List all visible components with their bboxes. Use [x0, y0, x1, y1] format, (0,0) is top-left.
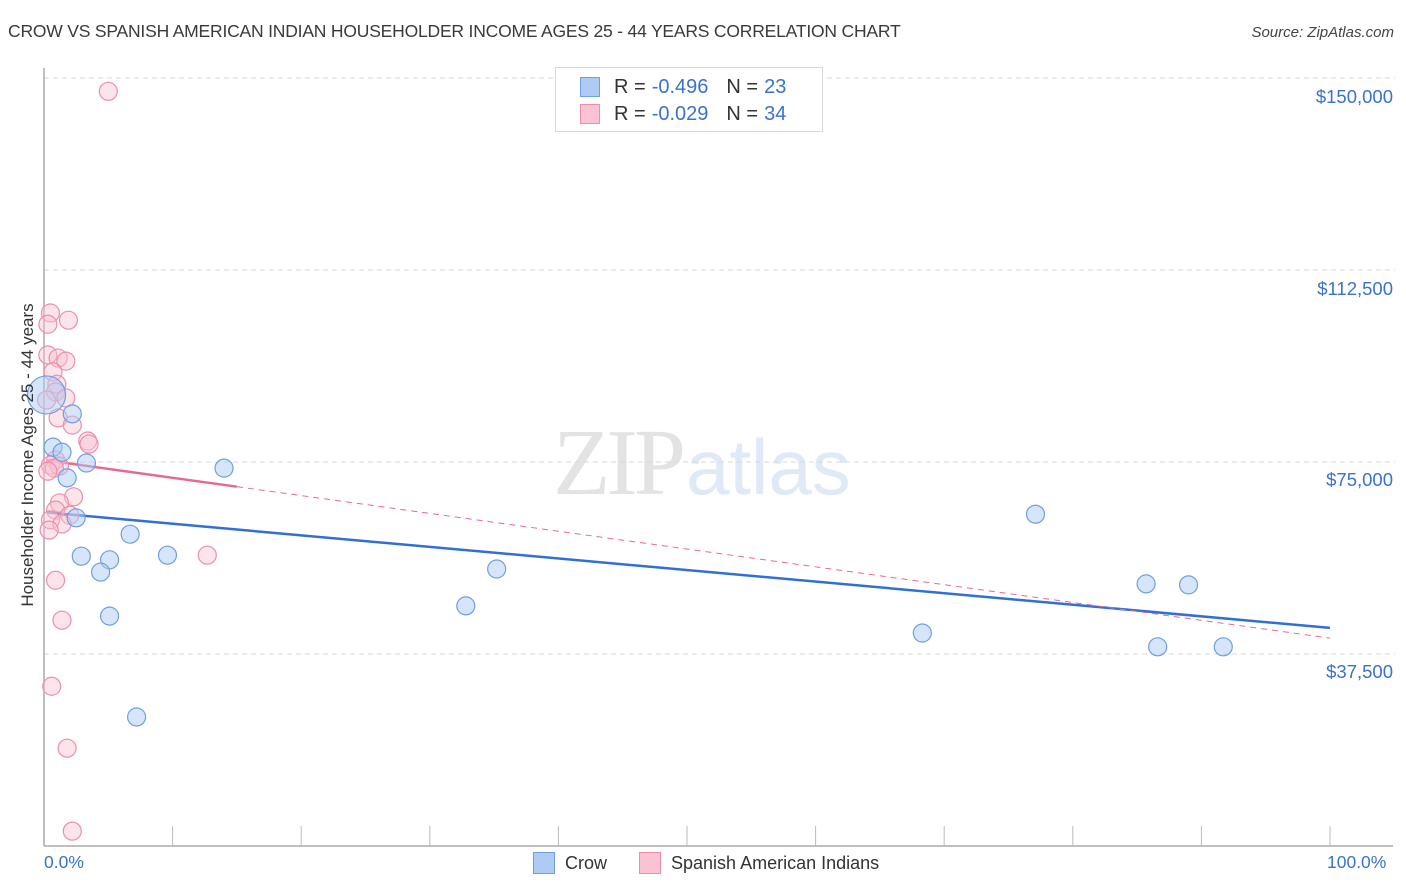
series-legend: Crow Spanish American Indians: [533, 852, 911, 874]
data-point: [39, 520, 59, 540]
data-point: [45, 570, 66, 590]
data-point: [58, 310, 79, 330]
correlation-legend: R = -0.496 N = 23 R = -0.029 N = 34: [555, 67, 823, 132]
data-point: [1213, 637, 1233, 657]
x-tick-100: 100.0%: [1327, 852, 1387, 872]
data-point: [157, 545, 178, 565]
data-point: [66, 508, 86, 528]
data-point: [79, 434, 99, 454]
data-point: [40, 303, 61, 323]
legend-item-spanish-american-indians[interactable]: Spanish American Indians: [639, 852, 879, 874]
data-point: [42, 676, 62, 696]
data-point: [1025, 504, 1046, 524]
data-point: [98, 81, 118, 101]
sai-r-value: -0.029: [651, 102, 709, 125]
x-tick-0: 0.0%: [44, 852, 84, 872]
data-point: [56, 351, 76, 371]
crow-swatch: [580, 77, 600, 97]
data-point: [90, 562, 111, 582]
data-point: [912, 623, 932, 643]
data-point: [26, 375, 67, 415]
data-point: [214, 458, 234, 478]
data-point: [40, 510, 61, 530]
data-point: [62, 821, 82, 841]
sai-trend-line-dashed: [236, 486, 1331, 639]
data-point: [197, 545, 217, 565]
data-point: [1136, 574, 1156, 594]
data-point: [99, 606, 120, 626]
legend-item-crow[interactable]: Crow: [533, 852, 607, 874]
data-point: [456, 596, 476, 616]
crow-legend-swatch: [533, 852, 555, 874]
data-point: [76, 453, 97, 473]
zipatlas-watermark: ZIPatlas: [553, 411, 851, 515]
data-point: [126, 707, 147, 727]
source-credit: Source: ZipAtlas.com: [1251, 24, 1394, 41]
y-tick-75000: $75,000: [1326, 469, 1393, 490]
axes: [43, 68, 1393, 847]
crow-trend-line: [46, 511, 1331, 630]
sai-n-value: 34: [764, 102, 787, 125]
y-axis-label: Householder Income Ages 25 - 44 years: [18, 303, 37, 607]
y-tick-150000: $150,000: [1315, 86, 1393, 107]
sai-swatch: [580, 104, 600, 124]
data-point: [120, 524, 140, 544]
data-point: [57, 468, 77, 488]
y-tick-37500: $37,500: [1326, 661, 1393, 682]
trend-lines: [46, 459, 1331, 639]
data-point: [38, 461, 58, 481]
sai-legend-swatch: [639, 852, 662, 874]
data-point: [1178, 575, 1199, 595]
y-tick-112500: $112,500: [1317, 278, 1393, 299]
gridlines: [44, 77, 1395, 655]
data-point: [1148, 637, 1168, 657]
data-point: [487, 559, 507, 579]
legend-row-spanish-american-indians: R = -0.029 N = 34: [580, 102, 804, 126]
data-point: [71, 546, 91, 566]
data-point: [52, 610, 72, 630]
data-point: [63, 487, 84, 507]
crow-r-value: -0.496: [651, 75, 709, 98]
data-point: [62, 404, 82, 424]
data-point: [57, 738, 77, 758]
crow-n-value: 23: [764, 75, 787, 98]
chart-title: CROW VS SPANISH AMERICAN INDIAN HOUSEHOL…: [8, 21, 901, 41]
data-point: [38, 314, 58, 334]
data-points: [26, 81, 1233, 841]
legend-row-crow: R = -0.496 N = 23: [580, 75, 804, 99]
data-point: [52, 442, 72, 462]
